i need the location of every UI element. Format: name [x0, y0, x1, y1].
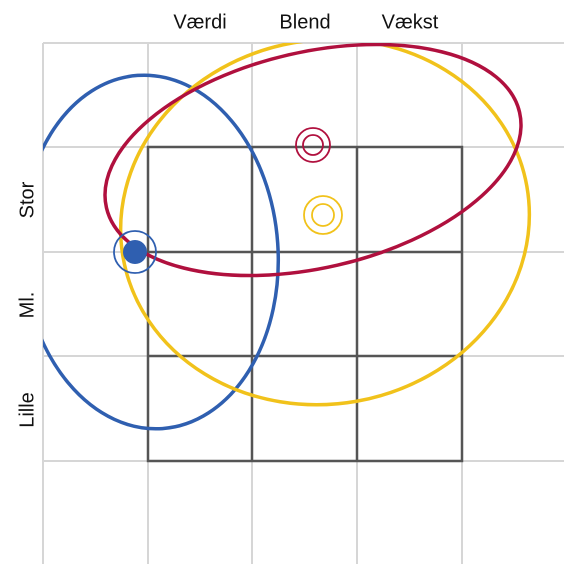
- blue-zone: [43, 73, 281, 431]
- row-label: Lille: [16, 392, 38, 428]
- style-grid: [146, 145, 464, 463]
- blue-centroid: [113, 230, 157, 274]
- row-label: Stor: [16, 181, 38, 218]
- column-label: Vækst: [382, 11, 439, 33]
- red-zone: [103, 43, 523, 278]
- column-label: Blend: [279, 11, 330, 33]
- light-grid: [42, 42, 564, 564]
- row-label: Ml.: [16, 292, 38, 319]
- column-label: Værdi: [173, 11, 226, 33]
- red-centroid: [295, 127, 331, 163]
- yellow-centroid: [303, 195, 343, 235]
- yellow-zone: [118, 43, 532, 407]
